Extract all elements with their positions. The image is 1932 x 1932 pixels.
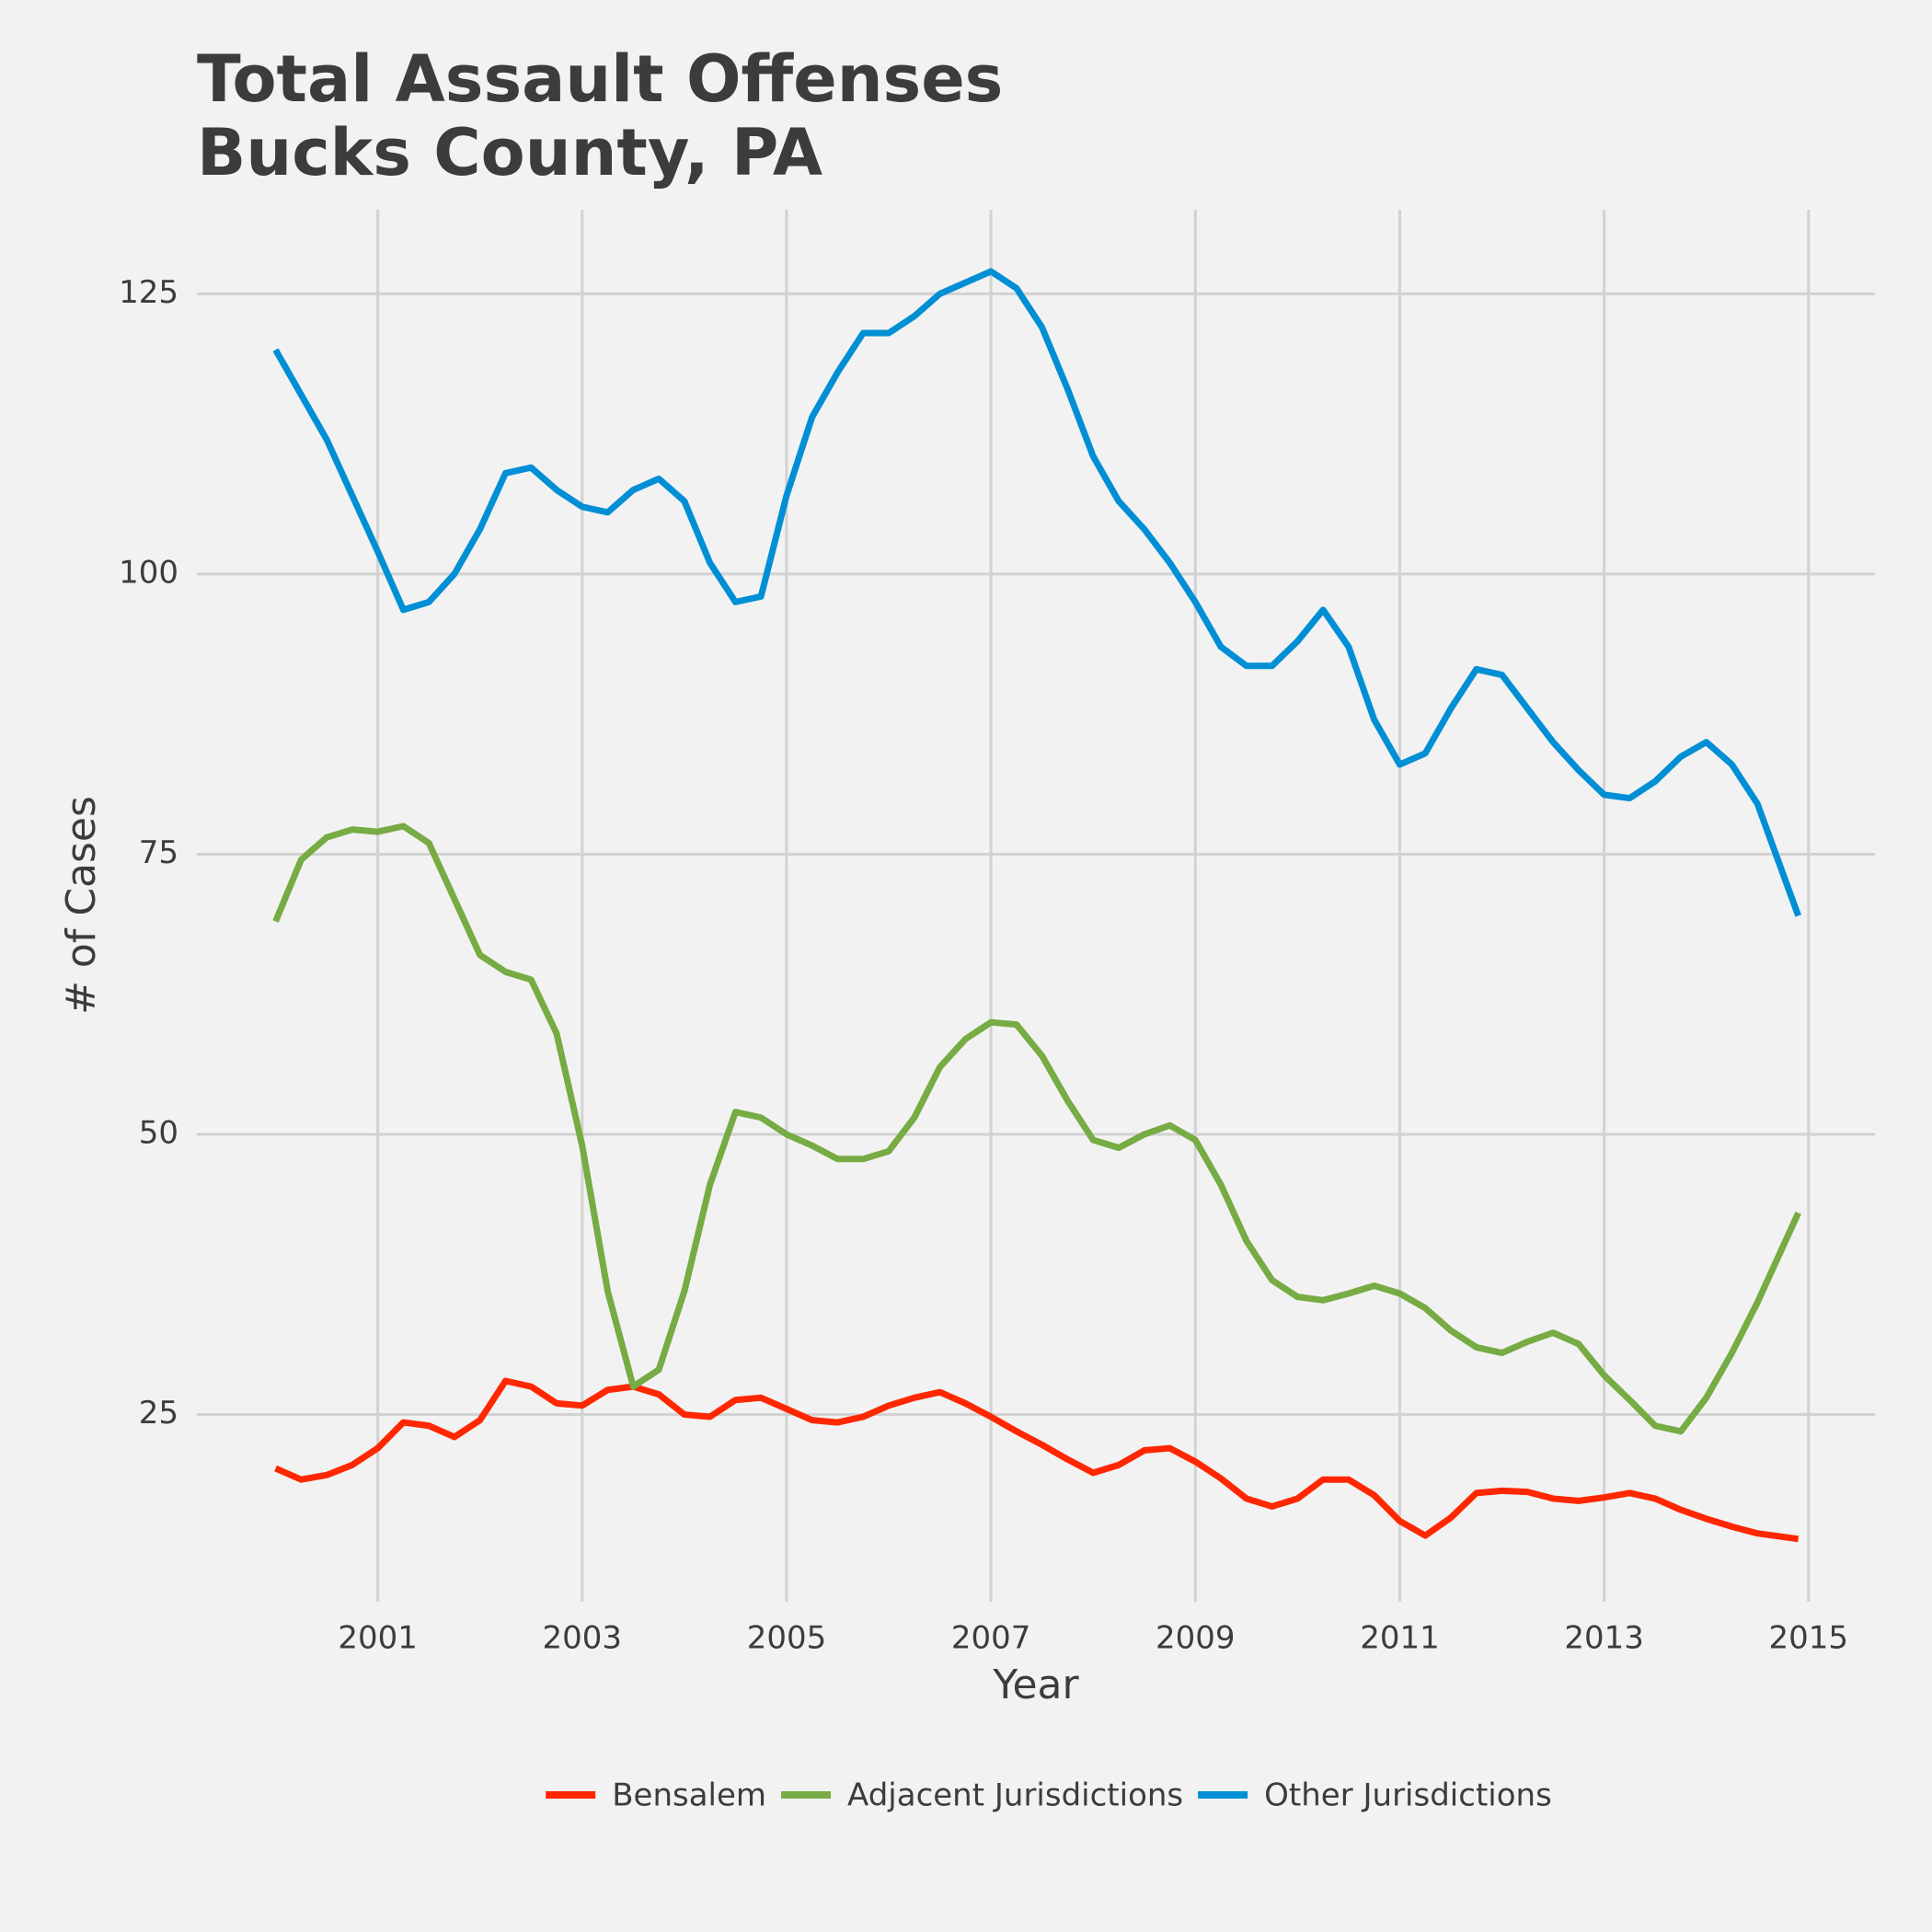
plot-lines <box>272 268 1801 1543</box>
y-tick-label: 25 <box>139 1395 178 1432</box>
chart-title: Bucks County, PA <box>197 115 822 190</box>
x-tick-label: 2015 <box>1769 1620 1849 1657</box>
y-axis-label: # of Cases <box>58 796 105 1015</box>
grid <box>197 210 1875 1602</box>
y-tick-label: 50 <box>139 1115 178 1152</box>
chart-title: Total Assault Offenses <box>197 41 1003 117</box>
x-tick-label: 2011 <box>1360 1620 1440 1657</box>
y-tick-label: 125 <box>119 274 178 311</box>
x-tick-label: 2001 <box>338 1620 418 1657</box>
legend-label: Adjacent Jurisdictions <box>847 1777 1183 1814</box>
x-tick-label: 2013 <box>1564 1620 1644 1657</box>
y-tick-label: 75 <box>139 834 178 871</box>
x-tick-label: 2009 <box>1156 1620 1236 1657</box>
x-axis-label: Year <box>992 1662 1079 1708</box>
series-line <box>272 822 1801 1435</box>
x-tick-label: 2003 <box>543 1620 623 1657</box>
legend-label: Bensalem <box>612 1777 766 1814</box>
series-line <box>274 1377 1800 1543</box>
y-tick-label: 100 <box>119 554 178 591</box>
legend-label: Other Jurisdictions <box>1264 1777 1552 1814</box>
x-tick-label: 2005 <box>747 1620 827 1657</box>
legend: Bensalem Adjacent Jurisdictions Other Juri… <box>546 1777 1552 1814</box>
series-line <box>272 268 1801 917</box>
x-tick-label: 2007 <box>951 1620 1031 1657</box>
